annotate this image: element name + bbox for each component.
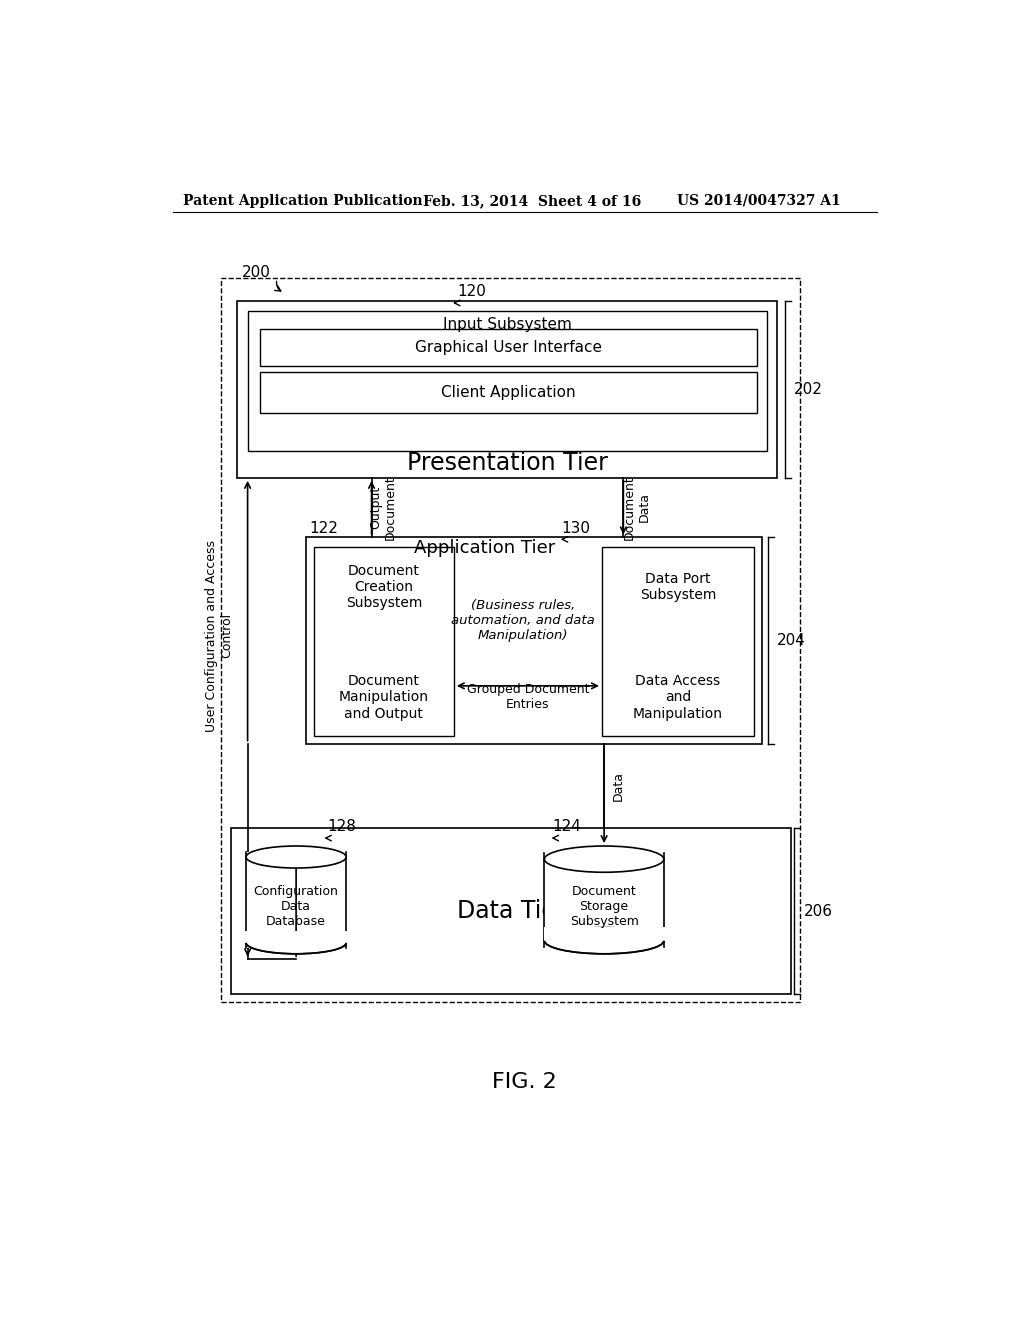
Text: 120: 120 [458,284,486,298]
Text: Graphical User Interface: Graphical User Interface [415,341,602,355]
Ellipse shape [545,928,664,954]
Text: Data Port
Subsystem: Data Port Subsystem [640,572,716,602]
Bar [237,301,777,478]
Bar [230,829,792,994]
Text: Data Tier: Data Tier [457,899,565,923]
Bar [602,548,755,737]
Text: 128: 128 [327,820,355,834]
Text: FIG. 2: FIG. 2 [493,1072,557,1093]
Text: Output
Document: Output Document [369,475,397,540]
Text: 200: 200 [243,265,271,280]
Text: 206: 206 [804,904,833,919]
Bar [306,537,762,743]
Text: Patent Application Publication: Patent Application Publication [183,194,423,207]
Text: Data Access
and
Manipulation: Data Access and Manipulation [633,675,723,721]
Ellipse shape [246,932,346,954]
Bar [246,851,346,948]
Text: US 2014/0047327 A1: US 2014/0047327 A1 [677,194,841,207]
Text: Presentation Tier: Presentation Tier [407,450,607,475]
Bar [544,927,665,941]
Text: 124: 124 [553,820,582,834]
Text: 122: 122 [309,520,338,536]
Bar [246,931,347,942]
Bar [249,312,767,451]
Text: Configuration
Data
Database: Configuration Data Database [254,884,339,928]
Text: Application Tier: Application Tier [414,539,555,557]
Bar [221,277,801,1002]
Text: (Business rules,
automation, and data
Manipulation): (Business rules, automation, and data Ma… [452,599,595,642]
Text: Document
Storage
Subsystem: Document Storage Subsystem [569,884,639,928]
Text: Document
Data: Document Data [624,475,651,540]
Text: Grouped Document
Entries: Grouped Document Entries [467,684,589,711]
Text: 204: 204 [777,632,806,648]
Text: Feb. 13, 2014  Sheet 4 of 16: Feb. 13, 2014 Sheet 4 of 16 [423,194,641,207]
Text: Data: Data [611,771,625,801]
Text: Client Application: Client Application [441,385,575,400]
Text: User Configuration and Access
Control: User Configuration and Access Control [205,540,233,731]
Text: Document
Manipulation
and Output: Document Manipulation and Output [339,675,429,721]
Ellipse shape [545,846,664,873]
Bar [260,330,757,367]
Text: 130: 130 [562,520,591,536]
Text: 202: 202 [795,381,823,397]
Bar [260,372,757,412]
Text: Document
Creation
Subsystem: Document Creation Subsystem [346,564,422,610]
Bar [313,548,454,737]
Text: Input Subsystem: Input Subsystem [443,317,572,333]
Bar [545,853,664,948]
Ellipse shape [246,846,346,869]
